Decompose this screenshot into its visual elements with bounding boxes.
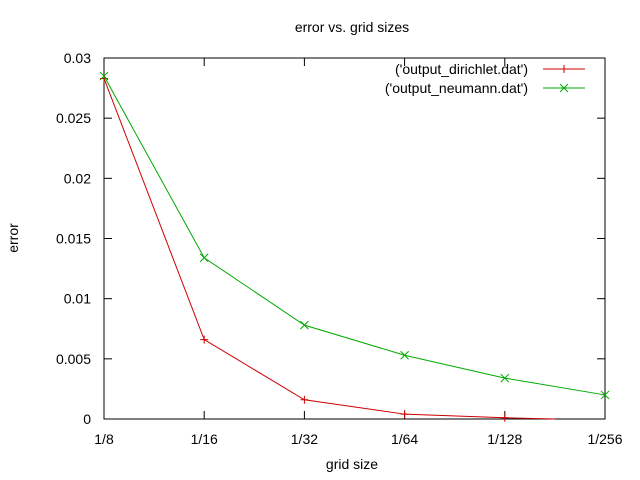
legend-label: ('output_neumann.dat') (385, 80, 528, 96)
x-tick-label: 1/16 (191, 431, 218, 447)
legend-marker (559, 83, 569, 93)
x-tick-label: 1/128 (487, 431, 522, 447)
y-axis: 0 0.005 0.01 0.015 0.02 0.025 0.03 (56, 50, 605, 427)
y-tick-label: 0 (83, 411, 91, 427)
series-layer (99, 71, 610, 422)
x-axis: 1/8 1/16 1/32 1/64 1/128 1/256 (94, 58, 623, 447)
x-axis-label: grid size (326, 456, 378, 472)
y-axis-label: error (5, 223, 21, 253)
data-point-marker (99, 71, 109, 81)
y-tick-label: 0.015 (56, 231, 91, 247)
y-tick-label: 0.02 (64, 170, 91, 186)
data-point-marker (199, 253, 209, 263)
legend-marker (560, 65, 568, 73)
data-point-marker (500, 413, 509, 422)
legend-label: ('output_dirichlet.dat') (395, 61, 528, 77)
series-line (103, 75, 606, 396)
series-dirichlet (100, 74, 555, 422)
data-point-marker (300, 395, 309, 404)
x-tick-label: 1/256 (587, 431, 622, 447)
y-tick-label: 0.005 (56, 351, 91, 367)
chart-title: error vs. grid sizes (295, 19, 409, 35)
legend: ('output_dirichlet.dat') ('output_neumann… (385, 61, 585, 96)
data-point-marker (400, 410, 409, 419)
series-line (103, 78, 555, 420)
series-neumann (99, 71, 610, 400)
data-point-marker (400, 350, 409, 360)
data-point-marker (200, 335, 209, 344)
y-tick-label: 0.025 (56, 110, 91, 126)
x-tick-label: 1/64 (391, 431, 418, 447)
x-tick-label: 1/8 (94, 431, 114, 447)
x-tick-label: 1/32 (291, 431, 318, 447)
data-point-marker (300, 320, 309, 330)
y-tick-label: 0.03 (64, 50, 91, 66)
data-point-marker (500, 373, 510, 383)
y-tick-label: 0.01 (64, 291, 91, 307)
plot-frame (103, 57, 606, 420)
data-point-marker (600, 390, 610, 400)
